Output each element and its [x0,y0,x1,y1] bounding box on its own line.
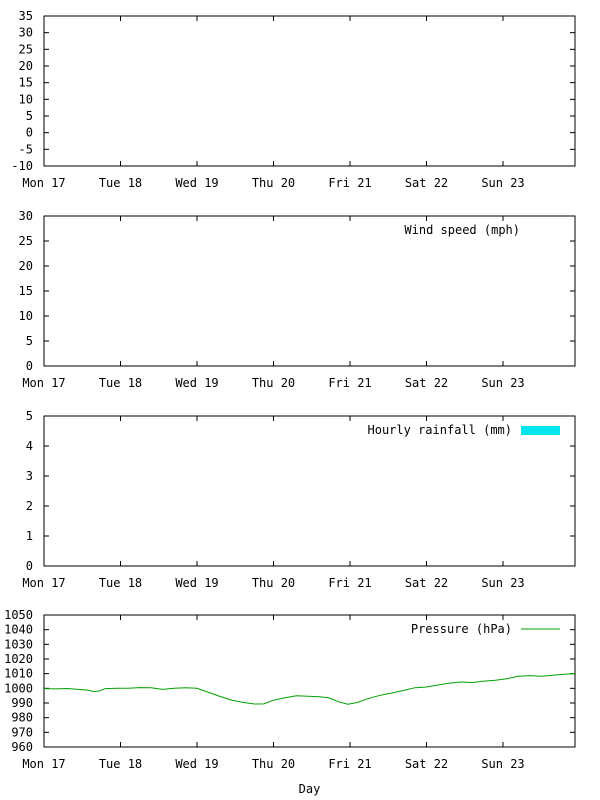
y-tick-label: 980 [11,711,33,725]
y-tick-label: 15 [19,76,33,90]
x-tick-label: Sat 22 [405,176,448,190]
y-tick-label: 5 [26,409,33,423]
y-tick-label: 10 [19,92,33,106]
plot-frame [43,15,576,167]
y-tick-label: 25 [19,234,33,248]
legend-label-pressure-hpa: Pressure (hPa) [411,622,512,636]
x-tick-label: Tue 18 [99,757,142,771]
y-tick-label: 10 [19,309,33,323]
x-tick-label: Fri 21 [328,376,371,390]
plot-frame [43,415,576,567]
y-tick-label: 5 [26,334,33,348]
y-tick-label: 0 [26,359,33,373]
chart-panel-2: 0 5 10 15 20 25 30 Mon 17 Tue 18 Wed 19 Thu 20 Fri … [19,209,576,390]
legend-label-wind-speed-mph: Wind speed (mph) [404,223,520,237]
x-tick-label: Wed 19 [175,176,218,190]
y-tick-label: 4 [26,439,33,453]
x-tick-label: Thu 20 [252,757,295,771]
y-tick-label: 2 [26,499,33,513]
y-tick-label: 960 [11,740,33,754]
x-tick-label: Sun 23 [481,757,524,771]
y-tick-label: 3 [26,469,33,483]
x-tick-label: Sun 23 [481,176,524,190]
x-tick-label: Tue 18 [99,376,142,390]
x-tick-label: Sat 22 [405,576,448,590]
y-tick-label: 20 [19,59,33,73]
x-tick-label: Mon 17 [22,576,65,590]
x-tick-label: Wed 19 [175,757,218,771]
x-axis-label: Day [299,782,321,796]
y-tick-label: 5 [26,109,33,123]
x-tick-label: Thu 20 [252,576,295,590]
x-tick-label: Tue 18 [99,176,142,190]
y-tick-label: 990 [11,696,33,710]
x-tick-label: Mon 17 [22,176,65,190]
y-tick-label: 970 [11,725,33,739]
y-tick-label: 1050 [4,608,33,622]
x-tick-label: Mon 17 [22,376,65,390]
x-tick-label: Tue 18 [99,576,142,590]
y-tick-label: -10 [11,159,33,173]
y-tick-label: 25 [19,42,33,56]
chart-panel-3: 0 1 2 3 4 5 Mon 17 Tue 18 Wed 19 Thu 20 Fri 21 Sat … [22,409,576,590]
y-tick-label: 1030 [4,637,33,651]
y-tick-label: 1000 [4,681,33,695]
x-tick-label: Wed 19 [175,376,218,390]
y-tick-label: 0 [26,126,33,140]
y-tick-label: 1040 [4,623,33,637]
x-tick-label: Thu 20 [252,376,295,390]
y-tick-label: 1 [26,529,33,543]
series-line-pressure-hpa [43,673,576,705]
x-tick-label: Wed 19 [175,576,218,590]
x-tick-label: Fri 21 [328,176,371,190]
y-tick-label: 1010 [4,667,33,681]
plot-frame [43,215,576,367]
y-tick-label: 30 [19,209,33,223]
y-tick-label: 20 [19,259,33,273]
x-tick-label: Sun 23 [481,576,524,590]
y-tick-label: -5 [19,142,33,156]
x-tick-label: Sat 22 [405,376,448,390]
x-tick-label: Fri 21 [328,757,371,771]
x-tick-label: Fri 21 [328,576,371,590]
x-tick-label: Thu 20 [252,176,295,190]
x-tick-label: Sun 23 [481,376,524,390]
y-tick-label: 0 [26,559,33,573]
x-tick-label: Mon 17 [22,757,65,771]
y-tick-label: 35 [19,9,33,23]
plot-frame [43,614,576,748]
x-tick-label: Sat 22 [405,757,448,771]
y-tick-label: 30 [19,26,33,40]
legend-swatch [521,426,560,435]
y-tick-label: 15 [19,284,33,298]
y-tick-label: 1020 [4,652,33,666]
legend-label-hourly-rainfall-mm: Hourly rainfall (mm) [368,423,513,437]
chart-panel-1: -10 -5 0 5 10 15 20 25 30 35 Mon 17 Tue 18 Wed 19 Thu… [11,9,576,190]
